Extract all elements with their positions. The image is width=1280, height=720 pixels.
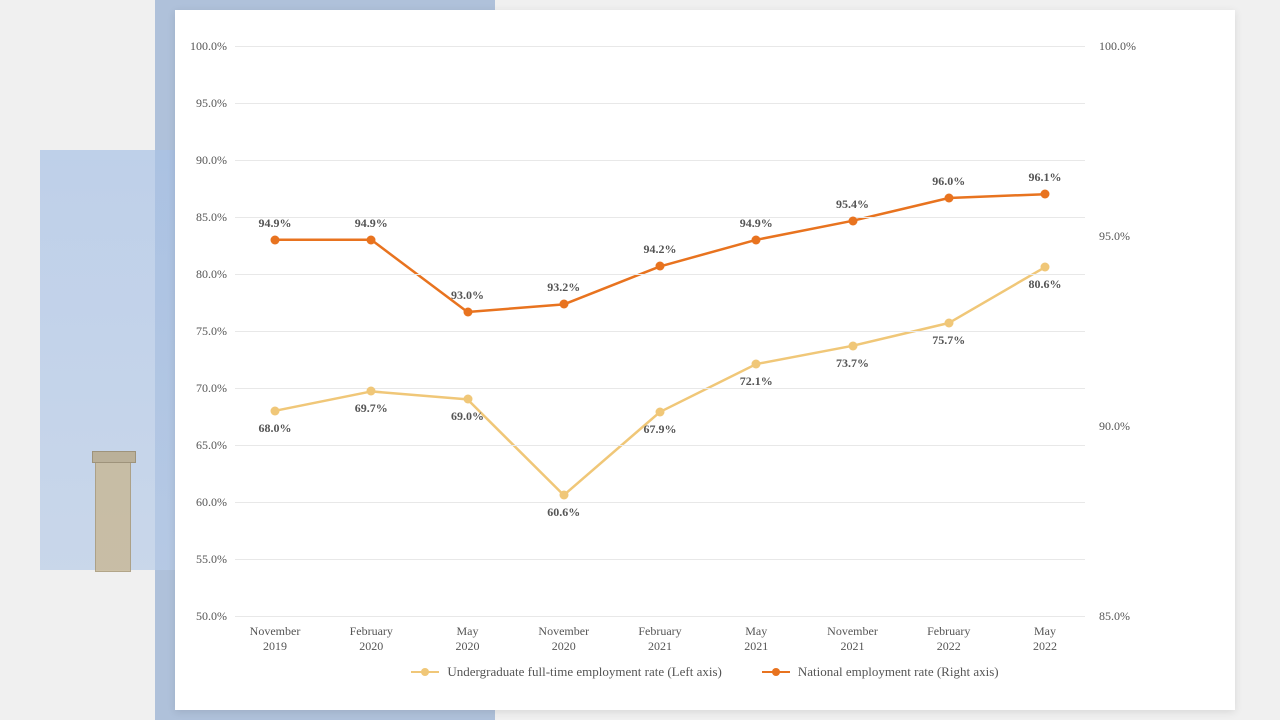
marker-undergrad: [559, 491, 568, 500]
y-left-tick: 100.0%: [190, 39, 227, 54]
data-label-undergrad: 80.6%: [1029, 277, 1062, 292]
marker-undergrad: [1041, 263, 1050, 272]
data-label-undergrad: 73.7%: [836, 356, 869, 371]
gridline: [235, 160, 1085, 161]
legend-label: Undergraduate full-time employment rate …: [447, 664, 721, 680]
y-right-tick: 100.0%: [1099, 39, 1136, 54]
y-left-tick: 85.0%: [196, 210, 227, 225]
data-label-undergrad: 60.6%: [547, 505, 580, 520]
marker-undergrad: [848, 341, 857, 350]
y-left-tick: 90.0%: [196, 153, 227, 168]
marker-national: [559, 300, 568, 309]
x-tick-label: November2019: [250, 624, 301, 654]
gridline: [235, 103, 1085, 104]
x-tick-label: May2022: [1033, 624, 1057, 654]
data-label-national: 94.9%: [355, 216, 388, 231]
gridline: [235, 274, 1085, 275]
data-label-undergrad: 68.0%: [259, 421, 292, 436]
marker-national: [944, 194, 953, 203]
data-label-national: 93.0%: [451, 288, 484, 303]
marker-national: [367, 235, 376, 244]
gridline: [235, 502, 1085, 503]
x-tick-label: February2020: [350, 624, 393, 654]
y-right-tick: 95.0%: [1099, 229, 1130, 244]
marker-undergrad: [463, 395, 472, 404]
legend-item-national: National employment rate (Right axis): [762, 664, 999, 680]
data-label-undergrad: 69.7%: [355, 401, 388, 416]
marker-undergrad: [271, 406, 280, 415]
data-label-national: 94.2%: [644, 242, 677, 257]
gridline: [235, 616, 1085, 617]
legend-label: National employment rate (Right axis): [798, 664, 999, 680]
gridline: [235, 388, 1085, 389]
data-label-undergrad: 72.1%: [740, 374, 773, 389]
data-label-national: 94.9%: [740, 216, 773, 231]
marker-national: [752, 235, 761, 244]
data-label-undergrad: 69.0%: [451, 409, 484, 424]
data-label-undergrad: 75.7%: [932, 333, 965, 348]
marker-national: [271, 235, 280, 244]
gridline: [235, 331, 1085, 332]
gridline: [235, 46, 1085, 47]
chart-panel: 68.0% 69.7% 69.0% 60.6% 67.9% 72.1% 73.7% 75.7%…: [175, 10, 1235, 710]
data-label-national: 95.4%: [836, 197, 869, 212]
marker-undergrad: [752, 360, 761, 369]
y-left-tick: 80.0%: [196, 267, 227, 282]
marker-national: [463, 308, 472, 317]
legend-swatch: [411, 671, 439, 674]
legend-swatch: [762, 671, 790, 674]
series-line-undergrad: [275, 267, 1045, 495]
data-label-undergrad: 67.9%: [644, 422, 677, 437]
y-right-tick: 85.0%: [1099, 609, 1130, 624]
stage: 68.0% 69.7% 69.0% 60.6% 67.9% 72.1% 73.7% 75.7%…: [0, 0, 1280, 720]
x-tick-label: November2021: [827, 624, 878, 654]
data-label-national: 96.0%: [932, 174, 965, 189]
data-label-national: 93.2%: [547, 280, 580, 295]
plot-area: 68.0% 69.7% 69.0% 60.6% 67.9% 72.1% 73.7% 75.7%…: [235, 46, 1085, 616]
y-left-tick: 95.0%: [196, 96, 227, 111]
y-left-tick: 70.0%: [196, 381, 227, 396]
x-tick-label: May2020: [456, 624, 480, 654]
gridline: [235, 445, 1085, 446]
data-label-national: 94.9%: [259, 216, 292, 231]
y-left-tick: 55.0%: [196, 552, 227, 567]
x-tick-label: November2020: [538, 624, 589, 654]
bg-chimney: [95, 460, 131, 572]
marker-undergrad: [944, 319, 953, 328]
marker-national: [1041, 190, 1050, 199]
marker-national: [656, 262, 665, 271]
y-left-tick: 50.0%: [196, 609, 227, 624]
gridline: [235, 559, 1085, 560]
y-left-tick: 60.0%: [196, 495, 227, 510]
x-tick-label: February2021: [638, 624, 681, 654]
marker-national: [848, 216, 857, 225]
legend: Undergraduate full-time employment rate …: [175, 664, 1235, 680]
y-left-tick: 75.0%: [196, 324, 227, 339]
y-right-tick: 90.0%: [1099, 419, 1130, 434]
marker-undergrad: [656, 407, 665, 416]
legend-item-undergrad: Undergraduate full-time employment rate …: [411, 664, 721, 680]
x-tick-label: February2022: [927, 624, 970, 654]
data-label-national: 96.1%: [1029, 170, 1062, 185]
marker-undergrad: [367, 387, 376, 396]
y-left-tick: 65.0%: [196, 438, 227, 453]
x-tick-label: May2021: [744, 624, 768, 654]
